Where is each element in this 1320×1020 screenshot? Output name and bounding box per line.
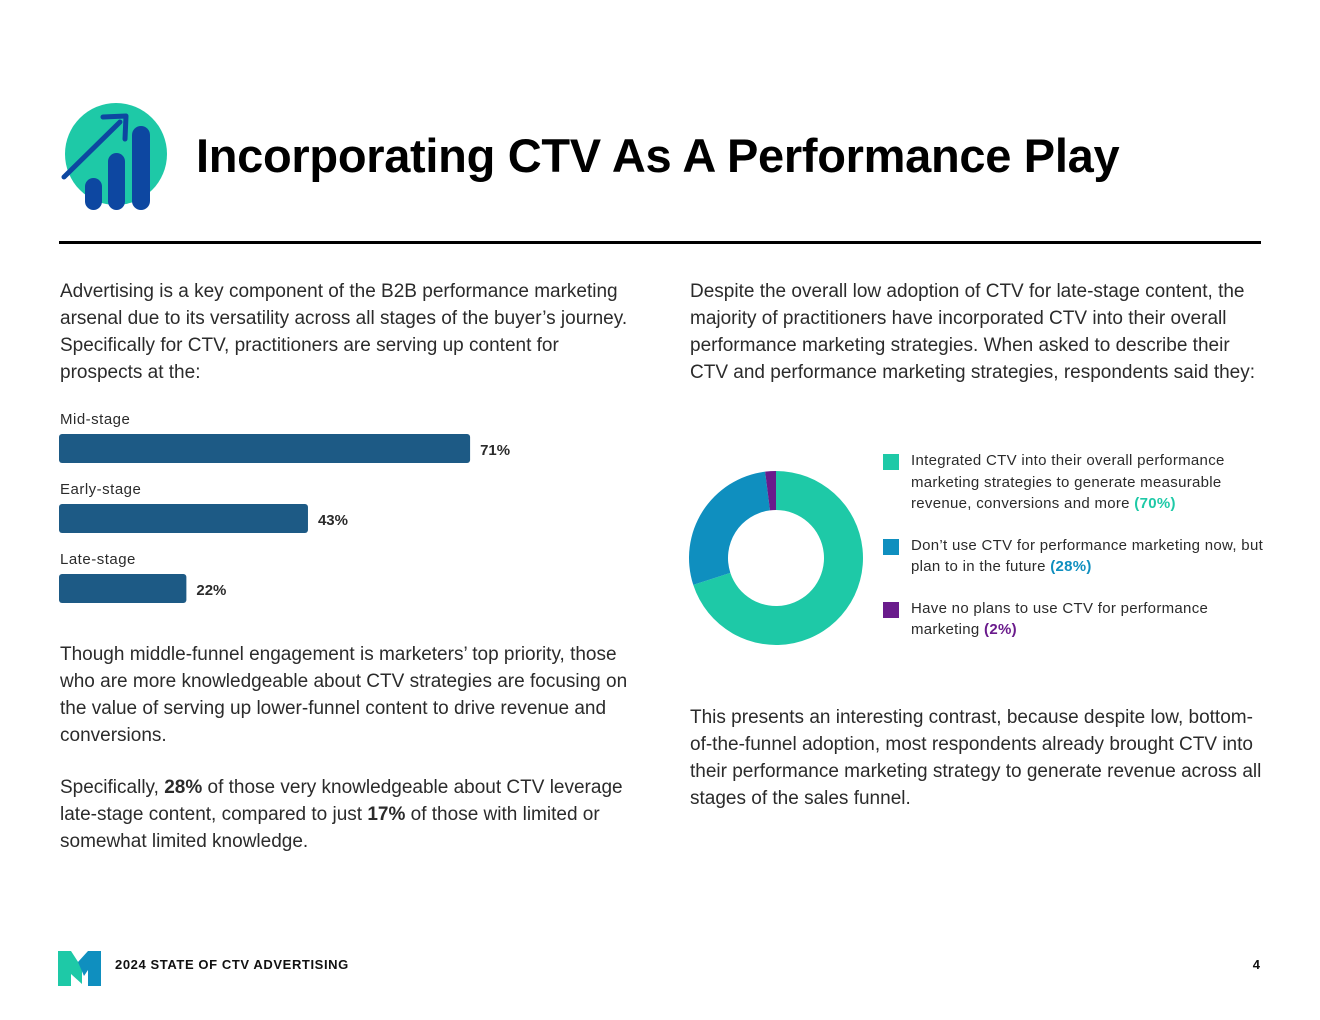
legend-swatch [883, 454, 899, 470]
donut-legend: Integrated CTV into their overall perfor… [882, 450, 1272, 661]
page-number: 4 [1252, 957, 1260, 972]
legend-item: Don’t use CTV for performance marketing … [882, 535, 1272, 578]
page-title: Incorporating CTV As A Performance Play [196, 129, 1120, 182]
stat-text-1: Specifically, [60, 777, 165, 798]
stat-highlight-28: 28% [164, 777, 203, 798]
title-divider [59, 241, 1261, 244]
legend-swatch [883, 538, 899, 555]
bar-mid-stage [59, 434, 471, 463]
bar-category-label: Early-stage [60, 481, 141, 498]
stat-highlight-17: 17% [367, 804, 406, 825]
donut-slice-2 [765, 471, 776, 511]
legend-swatch [883, 601, 899, 618]
legend-label: Have no plans to use CTV for performance… [911, 599, 1209, 639]
legend-value: (2%) [984, 621, 1017, 638]
left-intro-paragraph: Advertising is a key component of the B2… [60, 281, 628, 383]
bar-value-label: 43% [318, 512, 348, 529]
footer-report-title: 2024 STATE OF CTV ADVERTISING [115, 957, 349, 972]
legend-item: Integrated CTV into their overall perfor… [882, 450, 1272, 515]
donut-slice-28 [689, 471, 770, 585]
legend-value: (28%) [1050, 558, 1092, 575]
right-closing-paragraph: This presents an interesting contrast, b… [690, 707, 1262, 809]
legend-value: (70%) [1134, 495, 1176, 512]
bar-category-label: Late-stage [60, 551, 136, 568]
funnel-stage-bar-chart: Mid-stage 71% Early-stage 43% Late-stage 22% [59, 411, 510, 603]
legend-item: Have no plans to use CTV for performance… [882, 598, 1272, 641]
bar-late-stage [59, 574, 187, 603]
legend-label: Integrated CTV into their overall perfor… [911, 452, 1225, 512]
left-note-paragraph: Though middle-funnel engagement is marke… [60, 644, 628, 746]
bar-early-stage [59, 504, 308, 533]
left-stat-paragraph: Specifically, 28% of those very knowledg… [60, 774, 640, 855]
brand-logo-icon [58, 951, 101, 986]
bar-value-label: 22% [196, 582, 226, 599]
bar-category-label: Mid-stage [60, 411, 130, 428]
stat-text-3: of those with limited or somewhat limite… [60, 804, 600, 852]
bar-value-label: 71% [480, 442, 510, 459]
growth-chart-icon [61, 103, 167, 210]
right-intro-paragraph: Despite the overall low adoption of CTV … [690, 281, 1256, 383]
legend-label: Don’t use CTV for performance marketing … [911, 536, 1264, 576]
strategy-donut-chart [689, 471, 863, 645]
stat-text-2: of those very knowledgeable about CTV le… [60, 777, 623, 825]
donut-slice-70 [693, 471, 863, 645]
